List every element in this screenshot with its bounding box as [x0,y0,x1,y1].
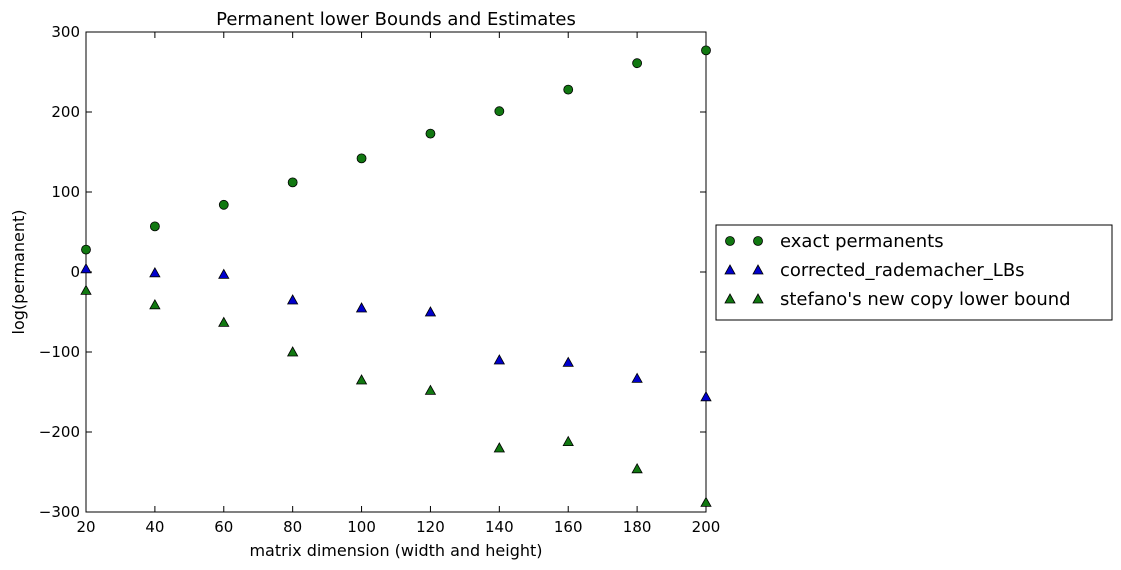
legend-marker [724,264,736,275]
data-point [218,268,230,279]
data-point [356,153,367,164]
data-point [81,244,91,255]
data-point [493,442,506,453]
legend-marker [753,236,763,246]
y-tick-label: 200 [51,103,80,121]
x-axis-label: matrix dimension (width and height) [249,541,542,560]
legend-label: stefano's new copy lower bound [780,289,1071,310]
legend-label: exact permanents [780,231,944,252]
plot-frame [85,31,707,513]
data-point [149,298,161,310]
data-point [218,316,230,327]
data-point [218,199,229,210]
data-point [701,45,711,56]
data-point [286,346,299,357]
data-point [700,390,712,402]
y-tick-label: −200 [39,423,80,441]
data-point [563,84,574,95]
data-point [424,306,437,317]
data-point [149,221,160,232]
x-tick-label: 20 [76,518,95,536]
data-markers [80,45,712,507]
data-point [425,128,436,139]
series-1 [81,45,711,255]
x-axis-ticks: 20 40 60 80 100 120 140 160 180 200 [76,32,720,536]
y-tick-label: 100 [51,183,80,201]
data-point [631,372,643,383]
data-point [286,294,299,305]
x-tick-label: 180 [623,518,652,536]
data-point [80,284,92,295]
y-tick-label: 300 [51,23,80,41]
legend-label: corrected_rademacher_LBs [780,260,1025,281]
data-point [562,356,574,367]
data-point [149,266,161,278]
y-tick-label: −100 [39,343,80,361]
series-3 [80,284,712,507]
legend-marker [752,293,764,304]
data-point [631,462,643,474]
x-tick-label: 80 [283,518,302,536]
x-tick-label: 160 [554,518,583,536]
x-tick-label: 60 [214,518,233,536]
legend: exact permanents corrected_rademacher_LBs… [715,224,1113,321]
y-axis-label: log(permanent) [9,210,28,335]
x-tick-label: 100 [347,518,376,536]
x-tick-label: 200 [692,518,721,536]
data-point [80,262,92,274]
data-point [562,435,574,447]
data-point [493,354,506,365]
series-2 [80,262,712,402]
y-tick-label: 0 [70,263,80,281]
legend-marker [752,264,764,275]
legend-marker [725,236,735,246]
data-point [700,496,712,507]
data-point [355,374,368,385]
y-axis-ticks: 300 200 100 0 −100 −200 −300 [39,23,706,521]
data-point [355,302,368,313]
data-point [494,106,505,117]
legend-marker [724,293,736,304]
plot-area [85,31,707,513]
data-point [424,384,437,395]
legend-box [715,224,1113,321]
data-point [287,177,298,188]
x-tick-label: 140 [485,518,514,536]
y-tick-label: −300 [39,503,80,521]
x-tick-label: 120 [416,518,445,536]
x-tick-label: 40 [145,518,164,536]
chart-title: Permanent lower Bounds and Estimates [216,9,576,30]
data-point [632,58,643,69]
